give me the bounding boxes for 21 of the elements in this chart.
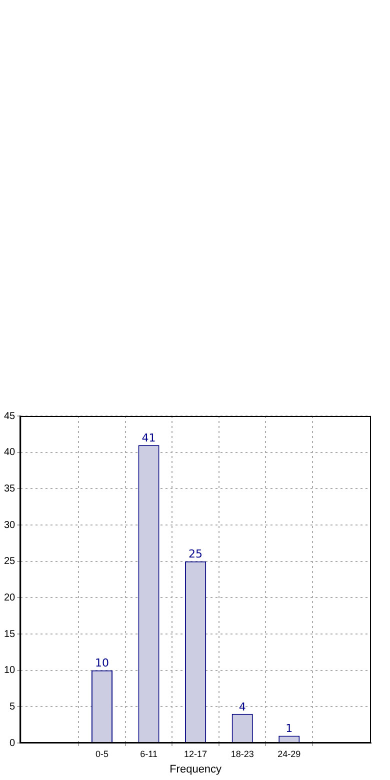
data-label: 25	[188, 548, 203, 561]
y-tick-label: 20	[4, 592, 16, 604]
x-axis-title: Frequency	[170, 763, 222, 776]
data-label: 41	[142, 431, 156, 444]
y-tick-label: 30	[4, 520, 16, 531]
y-tick-label: 15	[4, 628, 16, 640]
y-tick-label: 5	[10, 701, 16, 712]
y-tick-label: 45	[4, 410, 16, 422]
y-tick-label: 10	[4, 665, 16, 676]
x-tick-label: 24-29	[278, 748, 301, 759]
data-label: 10	[94, 656, 109, 670]
data-label: 4	[238, 700, 246, 714]
y-tick-label: 0	[10, 738, 16, 749]
x-tick-label: 0-5	[95, 748, 108, 759]
y-tick-label: 40	[4, 447, 16, 458]
data-label: 1	[286, 722, 293, 736]
x-tick-label: 12-17	[184, 748, 208, 759]
y-tick-label: 35	[4, 483, 16, 494]
y-tick-label: 25	[4, 556, 16, 568]
x-tick-label: 6-11	[140, 748, 158, 759]
x-tick-label: 18-23	[230, 748, 254, 759]
